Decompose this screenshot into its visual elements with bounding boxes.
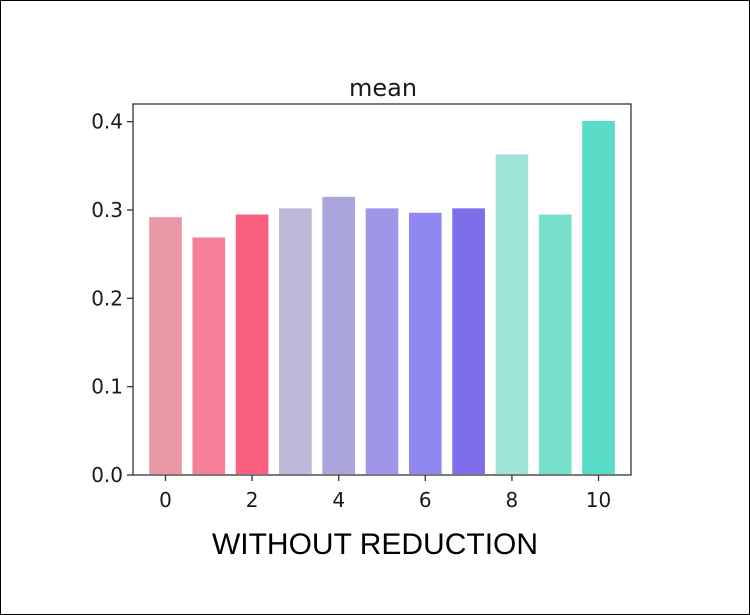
figure-caption: WITHOUT REDUCTION <box>211 528 539 561</box>
bar-7 <box>450 206 487 476</box>
bars-group <box>147 118 617 477</box>
y-tick-label: 0.0 <box>91 463 123 487</box>
y-tick-label: 0.4 <box>91 110 123 134</box>
y-axis: 0.0 0.1 0.2 0.3 0.4 <box>91 110 133 487</box>
x-tick-label: 0 <box>159 488 172 512</box>
x-tick-label: 2 <box>246 488 259 512</box>
bar-1 <box>190 235 228 476</box>
bar-6 <box>406 210 444 476</box>
x-axis: 0 2 4 6 8 10 <box>159 475 611 512</box>
bar-9 <box>536 212 574 477</box>
plot-area-border <box>132 103 632 476</box>
bar-5 <box>363 206 401 476</box>
bar-3 <box>277 206 314 476</box>
y-tick-label: 0.1 <box>91 375 123 399</box>
y-tick-label: 0.2 <box>91 286 123 310</box>
bar-8 <box>493 152 531 476</box>
bar-2 <box>233 212 271 477</box>
y-tick-label: 0.3 <box>91 198 123 222</box>
chart-title: mean <box>349 74 417 102</box>
x-tick-label: 4 <box>332 488 345 512</box>
x-tick-label: 8 <box>506 488 519 512</box>
bar-4 <box>320 194 358 476</box>
x-tick-label: 6 <box>419 488 432 512</box>
x-tick-label: 10 <box>586 488 611 512</box>
bar-0 <box>147 215 184 477</box>
bar-10 <box>580 118 617 477</box>
